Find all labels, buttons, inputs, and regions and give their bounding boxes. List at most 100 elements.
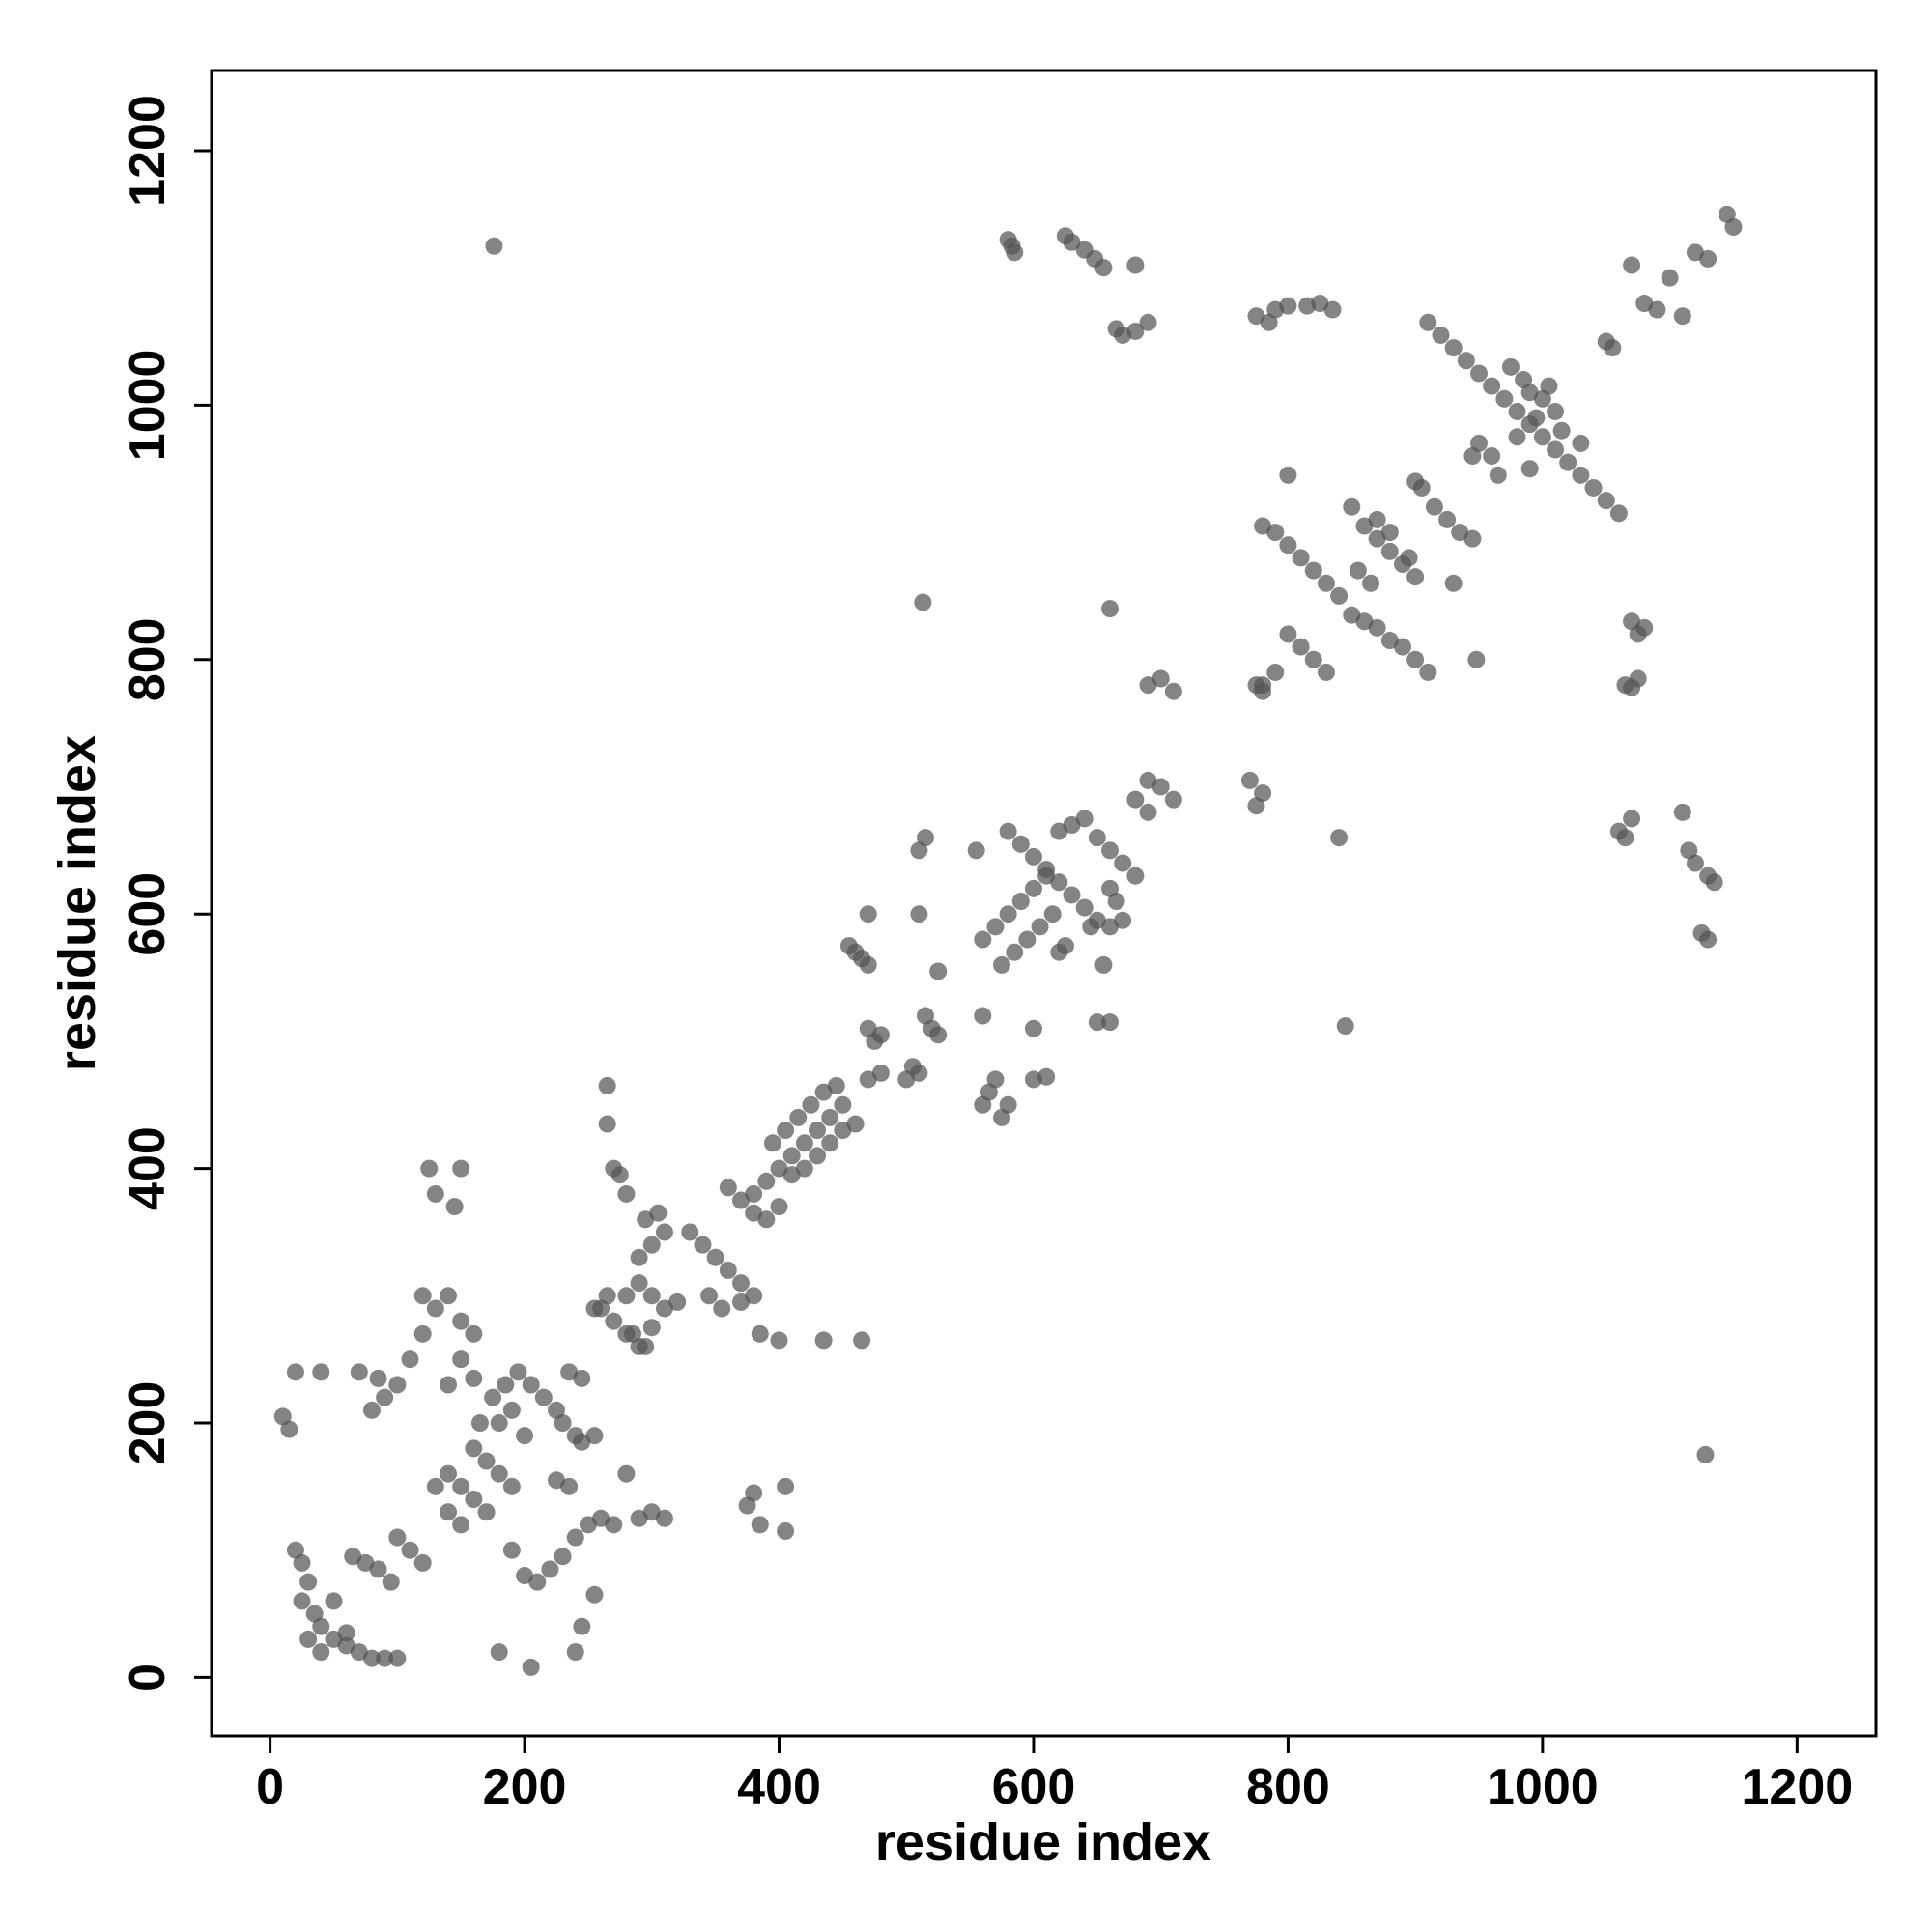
point	[1317, 663, 1335, 681]
point	[967, 841, 985, 860]
point	[1444, 574, 1463, 592]
point	[1304, 561, 1322, 580]
point	[1279, 297, 1297, 315]
point	[1151, 778, 1170, 796]
point	[1279, 536, 1297, 554]
point	[1330, 586, 1349, 605]
point	[1406, 568, 1425, 586]
plot-frame	[210, 69, 1878, 1738]
point	[1260, 313, 1278, 331]
point	[376, 1649, 394, 1667]
point	[420, 1159, 439, 1178]
point	[1164, 790, 1182, 809]
point	[490, 1414, 508, 1433]
point	[821, 1108, 839, 1126]
point	[1470, 434, 1489, 452]
point	[821, 1134, 839, 1152]
point	[757, 1210, 776, 1229]
point	[1699, 930, 1718, 949]
point	[795, 1134, 813, 1152]
point	[585, 1585, 604, 1604]
point	[1126, 790, 1145, 809]
point	[1597, 492, 1615, 510]
x-tick-label: 200	[483, 1759, 567, 1815]
point	[1240, 771, 1259, 789]
point	[1393, 638, 1411, 656]
y-tick-label: 1200	[120, 95, 176, 207]
point	[547, 1401, 565, 1419]
point	[731, 1191, 750, 1209]
point	[1673, 307, 1691, 326]
point	[809, 1122, 827, 1140]
point	[522, 1658, 540, 1676]
point	[1508, 428, 1526, 446]
point	[497, 1376, 515, 1394]
point	[681, 1223, 699, 1241]
point	[502, 1401, 521, 1419]
point	[859, 905, 877, 923]
x-tick-label: 600	[992, 1759, 1076, 1815]
point	[484, 1388, 502, 1406]
point	[502, 1477, 521, 1495]
point	[1031, 918, 1049, 936]
point	[1412, 478, 1431, 497]
point	[839, 937, 858, 955]
point	[1515, 371, 1533, 389]
point	[440, 1464, 458, 1483]
point	[1024, 879, 1042, 897]
point	[1400, 549, 1418, 567]
point	[814, 1331, 833, 1350]
point	[1088, 829, 1106, 847]
x-tick-label: 0	[256, 1759, 284, 1815]
point	[1024, 1019, 1042, 1037]
point	[1006, 243, 1024, 262]
point	[1336, 1017, 1354, 1036]
point	[388, 1376, 407, 1394]
point	[1623, 810, 1641, 828]
point	[642, 1236, 661, 1254]
point	[1380, 524, 1399, 542]
point	[426, 1477, 444, 1495]
point	[789, 1108, 808, 1126]
point	[1292, 549, 1310, 567]
point	[642, 1287, 661, 1305]
point	[1623, 678, 1641, 696]
point	[630, 1248, 648, 1266]
point	[871, 1026, 890, 1044]
point	[1432, 326, 1450, 344]
y-tick-label: 200	[120, 1381, 176, 1465]
point	[502, 1541, 521, 1559]
point	[1705, 873, 1723, 892]
point	[694, 1236, 712, 1254]
point	[649, 1204, 668, 1222]
point	[1063, 233, 1081, 251]
point	[859, 955, 877, 974]
point	[1444, 339, 1463, 357]
point	[782, 1147, 801, 1165]
x-tick-label: 800	[1246, 1759, 1330, 1815]
point	[1547, 440, 1565, 459]
point	[1533, 428, 1551, 446]
point	[1323, 300, 1342, 319]
point	[1696, 1445, 1715, 1463]
point	[1425, 497, 1443, 516]
point	[452, 1350, 470, 1369]
y-axis-label: residue index	[48, 735, 106, 1071]
point	[1317, 574, 1335, 592]
point	[871, 1064, 890, 1082]
point	[1362, 574, 1380, 592]
point	[452, 1477, 470, 1495]
point	[1024, 847, 1042, 866]
point	[1489, 466, 1507, 484]
point	[929, 962, 948, 980]
point	[401, 1541, 419, 1559]
point	[777, 1521, 795, 1540]
point	[1501, 357, 1520, 376]
point	[312, 1643, 330, 1662]
point	[1552, 421, 1571, 440]
point	[719, 1261, 737, 1279]
point	[362, 1649, 381, 1667]
point	[719, 1179, 737, 1197]
point	[611, 1166, 629, 1184]
